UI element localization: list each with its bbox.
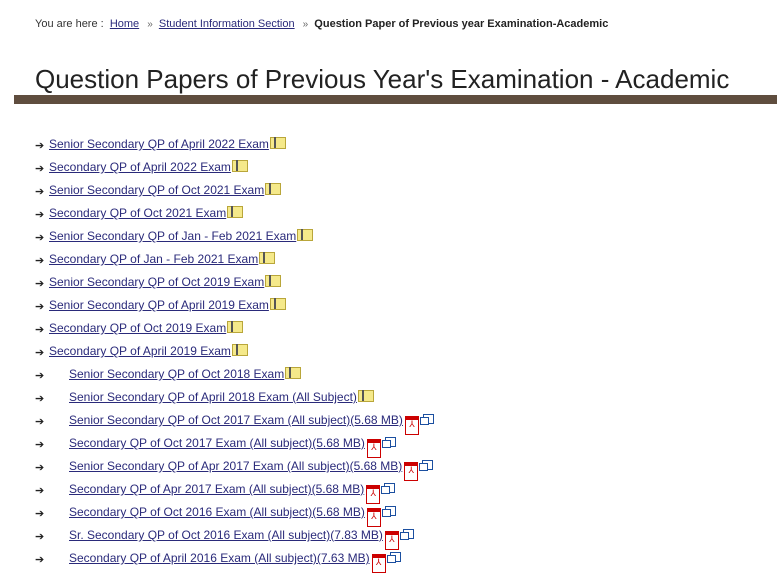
arrow-icon: ➔ xyxy=(35,255,45,267)
link-label: Secondary QP of April 2022 Exam xyxy=(49,160,231,174)
link-label: Senior Secondary QP of April 2022 Exam xyxy=(49,137,269,151)
link-label: Secondary QP of Jan - Feb 2021 Exam xyxy=(49,252,259,266)
link-label: Senior Secondary QP of Apr 2017 Exam (Al… xyxy=(69,459,403,473)
arrow-icon: ➔ xyxy=(35,508,45,520)
link-label: Senior Secondary QP of Oct 2017 Exam (Al… xyxy=(69,413,403,427)
question-paper-link[interactable]: Senior Secondary QP of Oct 2019 Exam xyxy=(49,275,282,289)
link-label: Senior Secondary QP of Jan - Feb 2021 Ex… xyxy=(49,229,297,243)
arrow-icon: ➔ xyxy=(35,531,45,543)
arrow-icon: ➔ xyxy=(35,347,45,359)
external-window-icon[interactable] xyxy=(399,529,414,540)
question-paper-link[interactable]: Secondary QP of Oct 2021 Exam xyxy=(49,206,244,220)
link-label: Senior Secondary QP of Oct 2021 Exam xyxy=(49,183,265,197)
arrow-icon: ➔ xyxy=(35,278,45,290)
question-paper-link[interactable]: Secondary QP of Apr 2017 Exam (All subje… xyxy=(69,482,396,504)
pdf-icon: ⅄ xyxy=(371,554,386,573)
arrow-icon: ➔ xyxy=(35,209,45,221)
external-window-icon[interactable] xyxy=(381,483,396,494)
arrow-icon: ➔ xyxy=(35,554,45,566)
arrow-icon: ➔ xyxy=(35,140,45,152)
pdf-icon: ⅄ xyxy=(366,508,381,527)
breadcrumb-section-link[interactable]: Student Information Section xyxy=(158,18,295,30)
question-paper-link[interactable]: Senior Secondary QP of April 2022 Exam xyxy=(49,137,286,151)
arrow-icon: ➔ xyxy=(35,324,45,336)
external-window-icon[interactable] xyxy=(419,460,434,471)
arrow-icon: ➔ xyxy=(35,301,45,313)
folder-icon xyxy=(259,252,276,264)
folder-icon xyxy=(297,229,314,241)
external-window-icon[interactable] xyxy=(381,506,396,517)
folder-icon xyxy=(231,344,248,356)
question-paper-link[interactable]: Senior Secondary QP of Oct 2018 Exam xyxy=(69,367,302,381)
question-paper-link[interactable]: Secondary QP of April 2022 Exam xyxy=(49,160,248,174)
link-label: Secondary QP of Oct 2019 Exam xyxy=(49,321,227,335)
breadcrumb: You are here : Home » Student Informatio… xyxy=(35,18,608,30)
arrow-icon: ➔ xyxy=(35,485,45,497)
link-label: Senior Secondary QP of Oct 2018 Exam xyxy=(69,367,285,381)
link-label: Secondary QP of April 2016 Exam (All sub… xyxy=(69,551,370,565)
arrow-icon: ➔ xyxy=(35,232,45,244)
question-paper-link[interactable]: Secondary QP of April 2019 Exam xyxy=(49,344,248,358)
pdf-icon: ⅄ xyxy=(366,439,381,458)
folder-icon xyxy=(269,137,286,149)
folder-icon xyxy=(227,206,244,218)
question-paper-link[interactable]: Secondary QP of Oct 2019 Exam xyxy=(49,321,244,335)
question-paper-link[interactable]: Secondary QP of Oct 2016 Exam (All subje… xyxy=(69,505,396,527)
link-label: Secondary QP of Oct 2016 Exam (All subje… xyxy=(69,505,365,519)
question-paper-link[interactable]: Secondary QP of Oct 2017 Exam (All subje… xyxy=(69,436,396,458)
question-paper-link[interactable]: Senior Secondary QP of April 2018 Exam (… xyxy=(69,390,374,404)
pdf-icon: ⅄ xyxy=(384,531,399,550)
link-label: Senior Secondary QP of April 2019 Exam xyxy=(49,298,269,312)
pdf-icon: ⅄ xyxy=(404,462,419,481)
link-label: Sr. Secondary QP of Oct 2016 Exam (All s… xyxy=(69,528,383,542)
folder-icon xyxy=(269,298,286,310)
arrow-icon: ➔ xyxy=(35,370,45,382)
folder-icon xyxy=(265,275,282,287)
pdf-icon: ⅄ xyxy=(404,416,419,435)
question-paper-link[interactable]: Secondary QP of April 2016 Exam (All sub… xyxy=(69,551,401,573)
breadcrumb-home-link[interactable]: Home xyxy=(109,18,140,30)
folder-icon xyxy=(231,160,248,172)
external-window-icon[interactable] xyxy=(386,552,401,563)
question-paper-link[interactable]: Senior Secondary QP of Apr 2017 Exam (Al… xyxy=(69,459,434,481)
question-paper-link[interactable]: Senior Secondary QP of Oct 2017 Exam (Al… xyxy=(69,413,434,435)
breadcrumb-separator: » xyxy=(147,19,153,30)
title-divider xyxy=(14,95,777,104)
external-window-icon[interactable] xyxy=(381,437,396,448)
link-label: Secondary QP of April 2019 Exam xyxy=(49,344,231,358)
arrow-icon: ➔ xyxy=(35,416,45,428)
external-window-icon[interactable] xyxy=(419,414,434,425)
arrow-icon: ➔ xyxy=(35,462,45,474)
folder-icon xyxy=(357,390,374,402)
link-label: Senior Secondary QP of April 2018 Exam (… xyxy=(69,390,357,404)
pdf-icon: ⅄ xyxy=(366,485,381,504)
question-paper-link[interactable]: Secondary QP of Jan - Feb 2021 Exam xyxy=(49,252,276,266)
link-label: Secondary QP of Oct 2017 Exam (All subje… xyxy=(69,436,365,450)
arrow-icon: ➔ xyxy=(35,439,45,451)
link-label: Senior Secondary QP of Oct 2019 Exam xyxy=(49,275,265,289)
arrow-icon: ➔ xyxy=(35,186,45,198)
arrow-icon: ➔ xyxy=(35,163,45,175)
link-label: Secondary QP of Oct 2021 Exam xyxy=(49,206,227,220)
link-label: Secondary QP of Apr 2017 Exam (All subje… xyxy=(69,482,365,496)
breadcrumb-prefix: You are here : xyxy=(35,18,104,30)
question-paper-link[interactable]: Sr. Secondary QP of Oct 2016 Exam (All s… xyxy=(69,528,414,550)
folder-icon xyxy=(285,367,302,379)
question-paper-link[interactable]: Senior Secondary QP of April 2019 Exam xyxy=(49,298,286,312)
breadcrumb-current: Question Paper of Previous year Examinat… xyxy=(314,18,609,30)
question-paper-link[interactable]: Senior Secondary QP of Jan - Feb 2021 Ex… xyxy=(49,229,314,243)
page-title: Question Papers of Previous Year's Exami… xyxy=(35,64,730,94)
folder-icon xyxy=(227,321,244,333)
question-paper-link[interactable]: Senior Secondary QP of Oct 2021 Exam xyxy=(49,183,282,197)
arrow-icon: ➔ xyxy=(35,393,45,405)
breadcrumb-separator: » xyxy=(302,19,309,30)
folder-icon xyxy=(265,183,282,195)
